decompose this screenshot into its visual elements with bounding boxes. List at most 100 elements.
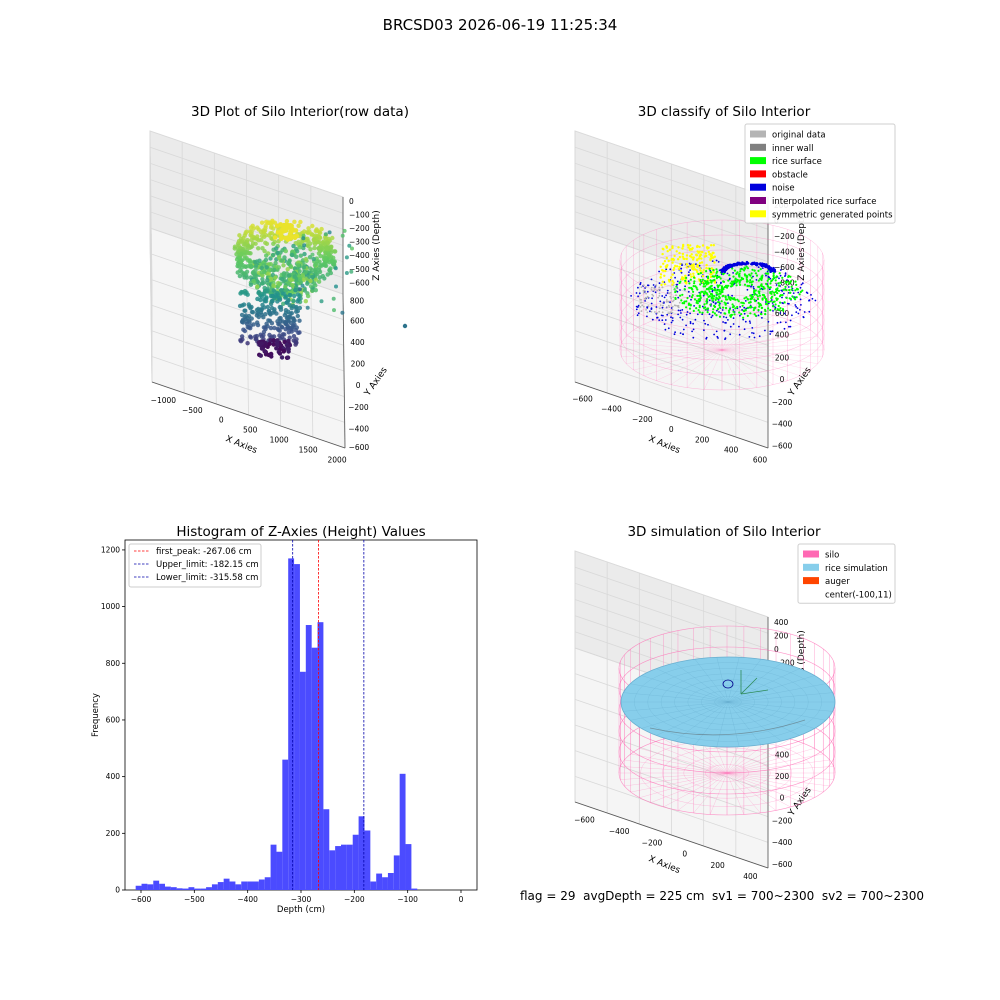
legend-swatch bbox=[750, 157, 766, 165]
rice-surface-point bbox=[698, 306, 701, 309]
rice-surface-point bbox=[740, 276, 743, 279]
z-axis-label: Z Axies (Depth) bbox=[797, 630, 807, 701]
rice-surface-point bbox=[714, 274, 718, 277]
rice-surface-point bbox=[760, 285, 764, 288]
legend-entry: Lower_limit: -315.58 cm bbox=[156, 573, 258, 583]
rice-surface-point bbox=[759, 288, 762, 291]
raw-point bbox=[255, 225, 260, 230]
raw-point bbox=[232, 246, 237, 251]
symmetric-point bbox=[692, 268, 695, 271]
rice-surface-point bbox=[706, 280, 709, 283]
symmetric-point bbox=[697, 257, 701, 260]
raw-point bbox=[334, 284, 338, 289]
noise-point bbox=[775, 284, 778, 286]
rice-surface-point bbox=[705, 270, 708, 273]
noise-point bbox=[741, 309, 743, 311]
legend-frame bbox=[744, 123, 896, 224]
original-point bbox=[659, 304, 662, 306]
noise-point bbox=[779, 274, 782, 277]
rice-surface-point bbox=[688, 286, 691, 289]
original-point bbox=[667, 312, 670, 315]
noise-point bbox=[685, 324, 687, 327]
y-tick-label: −400 bbox=[348, 424, 369, 433]
symmetric-point bbox=[685, 263, 688, 266]
raw-point bbox=[281, 263, 286, 268]
rice-surface-point bbox=[733, 269, 737, 272]
raw-point bbox=[308, 266, 313, 271]
noise-point bbox=[772, 310, 774, 312]
noise-point bbox=[803, 311, 806, 313]
noise-point bbox=[779, 312, 782, 314]
noise-point bbox=[663, 323, 666, 325]
rice-surface-point bbox=[741, 268, 744, 271]
raw-point bbox=[306, 226, 311, 231]
raw-point bbox=[251, 322, 256, 327]
original-point bbox=[658, 307, 661, 310]
rice-surface-point bbox=[709, 286, 712, 289]
raw-point bbox=[237, 273, 243, 279]
rice-surface-point bbox=[743, 269, 746, 272]
classify-3d-axes: −600 −400 −200 0 200 400 600 −600 −400 −200 0 200 40… bbox=[572, 130, 814, 464]
raw-point bbox=[274, 223, 280, 229]
original-point bbox=[650, 310, 653, 313]
symmetric-point bbox=[709, 273, 712, 276]
noise-point bbox=[805, 291, 808, 294]
legend-entry: rice surface bbox=[772, 157, 822, 167]
symmetric-point bbox=[681, 252, 685, 256]
symmetric-point bbox=[696, 263, 699, 267]
y-tick-label: 600 bbox=[775, 309, 790, 318]
rice-surface-point bbox=[711, 275, 714, 278]
noise-point bbox=[727, 263, 730, 267]
raw-point bbox=[269, 321, 275, 326]
rice-surface-point bbox=[726, 286, 729, 289]
rice-surface-point bbox=[761, 274, 764, 277]
noise-point bbox=[783, 292, 785, 295]
x-tick-label: −600 bbox=[574, 815, 595, 824]
rice-surface-point bbox=[722, 306, 725, 309]
rice-surface-point bbox=[749, 279, 752, 282]
original-point bbox=[656, 312, 659, 314]
x-tick-label: −100 bbox=[397, 895, 418, 904]
z-tick-label: −100 bbox=[349, 210, 370, 219]
raw-point bbox=[296, 263, 301, 268]
rice-surface-point bbox=[719, 277, 722, 280]
rice-surface-point bbox=[788, 297, 791, 300]
legend-entry: silo bbox=[825, 551, 839, 561]
raw-point bbox=[277, 282, 282, 287]
rice-surface-point bbox=[720, 300, 723, 303]
symmetric-point bbox=[663, 283, 667, 286]
rice-surface-point bbox=[728, 274, 731, 277]
y-axis-line bbox=[342, 293, 346, 449]
raw-point bbox=[248, 335, 254, 340]
silo-spoke bbox=[650, 772, 728, 803]
rice-surface-point bbox=[738, 274, 741, 278]
noise-point bbox=[694, 318, 697, 321]
noise-point bbox=[692, 336, 695, 339]
rice-surface-point bbox=[708, 267, 711, 270]
noise-point bbox=[781, 296, 783, 299]
histogram-bar bbox=[358, 816, 365, 890]
y-tick-label: 400 bbox=[106, 772, 121, 781]
rice-surface-point bbox=[697, 300, 700, 303]
noise-point bbox=[748, 320, 751, 323]
original-point bbox=[655, 284, 658, 287]
noise-point bbox=[646, 315, 648, 318]
x-tick-label: 0 bbox=[682, 850, 687, 859]
raw-point bbox=[287, 273, 292, 278]
histogram-bar bbox=[352, 834, 359, 890]
rice-surface-point bbox=[716, 308, 720, 311]
raw-point bbox=[251, 226, 256, 231]
noise-point bbox=[789, 319, 792, 322]
classify-legend: original data inner wall rice surface obsta… bbox=[744, 123, 896, 224]
rice-surface-point bbox=[746, 284, 749, 287]
legend-frame bbox=[797, 543, 896, 604]
noise-point bbox=[742, 318, 745, 321]
rice-surface-point bbox=[775, 276, 778, 279]
rice-surface-point bbox=[745, 265, 748, 268]
x-tick-label: 1500 bbox=[299, 445, 318, 454]
raw-point bbox=[311, 256, 316, 262]
rice-surface-point bbox=[716, 270, 719, 273]
noise-point bbox=[671, 319, 674, 322]
rice-surface-point bbox=[758, 285, 761, 288]
noise-point bbox=[654, 291, 657, 294]
